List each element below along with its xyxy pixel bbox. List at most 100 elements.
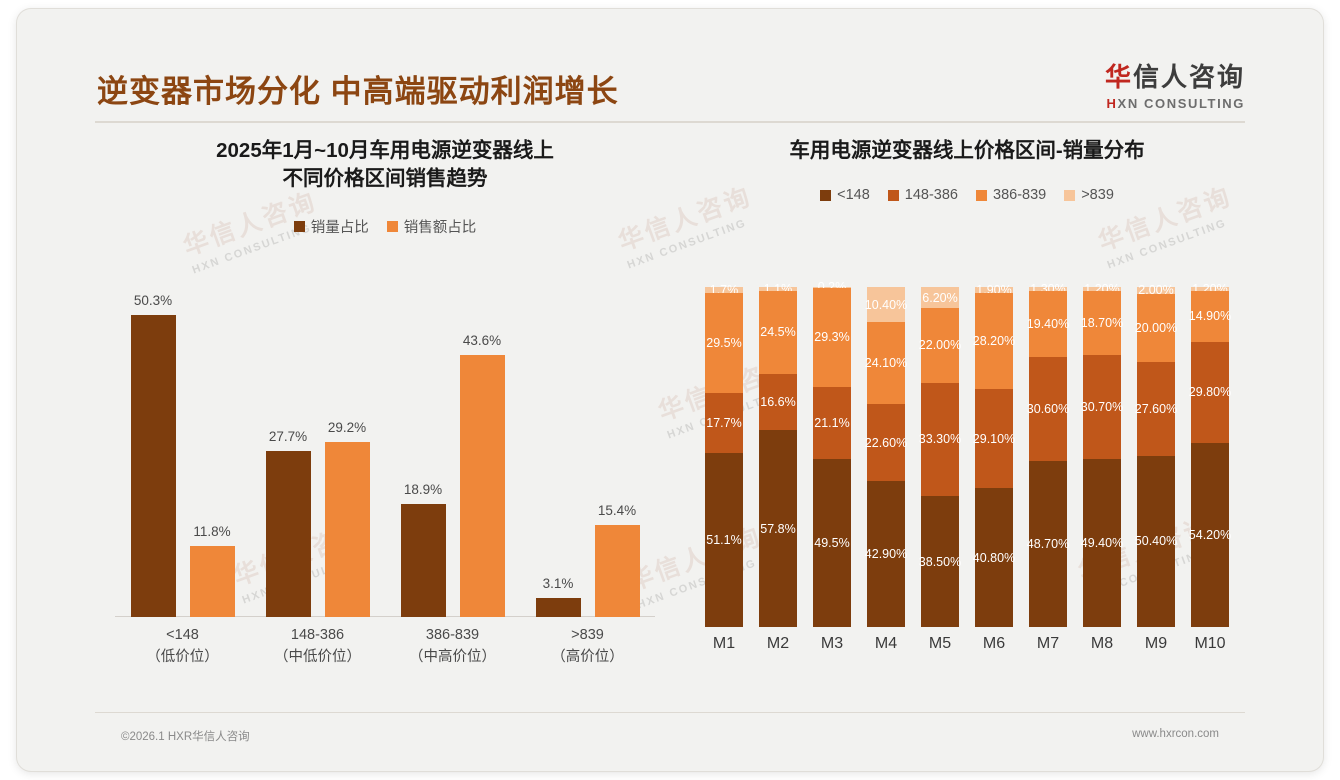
stack-segment[interactable]: 30.60% xyxy=(1026,357,1070,462)
bar-sales-volume[interactable]: 50.3% xyxy=(130,293,176,617)
stacked-bar[interactable]: 6.20% 22.00% 33.30% 38.50% xyxy=(918,287,962,627)
stack-segment[interactable]: 20.00% xyxy=(1134,293,1178,362)
stacked-bar[interactable]: 0.2%29.3%21.1%49.5% xyxy=(813,280,851,627)
legend-swatch xyxy=(820,189,832,201)
legend-swatch xyxy=(976,189,987,201)
category-label-range: >839 xyxy=(571,627,604,643)
stack-segment[interactable]: 38.50% xyxy=(918,496,962,627)
bar-value-label: 50.3% xyxy=(133,293,173,309)
stack-segment[interactable]: 17.7% xyxy=(705,393,743,454)
legend-item[interactable]: <148 xyxy=(820,187,870,203)
bar-sales-amount[interactable]: 15.4% xyxy=(594,503,640,617)
stack-segment[interactable]: 28.20% xyxy=(973,293,1015,390)
month-label: M9 xyxy=(1144,635,1168,652)
stack-segment-label: 20.00% xyxy=(1134,320,1178,335)
bar-value-label: 27.7% xyxy=(268,428,308,444)
bar-sales-amount[interactable]: 11.8% xyxy=(189,524,235,617)
stack-segment[interactable]: 29.5% xyxy=(705,292,743,394)
stack-segment[interactable]: 50.40% xyxy=(1134,455,1178,627)
left-chart-legend: 销量占比 销售额占比 xyxy=(95,216,675,237)
stacked-bar[interactable]: 1.30% 19.40% 30.60% 48.70% xyxy=(1026,282,1070,627)
legend-item[interactable]: 销量占比 xyxy=(293,216,369,237)
chart-panel-left: 2025年1月~10月车用电源逆变器线上 不同价格区间销售趋势 销量占比 销售额… xyxy=(95,137,675,692)
stack-segment-label: 38.50% xyxy=(918,554,962,569)
stack-segment[interactable]: 22.00% xyxy=(919,308,961,383)
left-chart-title-line2: 不同价格区间销售趋势 xyxy=(282,167,488,191)
stack-segment[interactable]: 33.30% xyxy=(918,382,962,497)
bar-fill xyxy=(400,503,446,617)
legend-item[interactable]: 386-839 xyxy=(976,187,1046,203)
month-label: M5 xyxy=(928,635,952,652)
legend-item[interactable]: 销售额占比 xyxy=(386,216,476,237)
stack-segment-label: 50.40% xyxy=(1134,534,1178,549)
stack-segment-label: 29.10% xyxy=(972,431,1016,446)
category-label: <148 （低价位） xyxy=(115,624,250,669)
brand-logo: 华信人咨询 HXN CONSULTING xyxy=(1105,64,1245,111)
stack-segment[interactable]: 24.10% xyxy=(865,322,907,405)
stack-segment[interactable]: 10.40% xyxy=(865,287,907,323)
stack-segment[interactable]: 40.80% xyxy=(973,488,1015,627)
stack-segment[interactable]: 24.5% xyxy=(759,290,797,375)
stacked-bar[interactable]: 1.1% 24.5% 16.6% 57.8% xyxy=(759,282,797,627)
stacked-bar[interactable]: 1.20% 18.70% 30.70% 49.40% xyxy=(1081,282,1123,627)
stack-segment[interactable]: 19.40% xyxy=(1027,291,1069,358)
bar-fill xyxy=(459,355,505,617)
stack-segment[interactable]: 27.60% xyxy=(1135,361,1177,456)
bar-fill xyxy=(594,524,640,617)
stack-segment[interactable]: 54.20% xyxy=(1189,442,1231,627)
stack-segment-label: 17.7% xyxy=(706,416,742,431)
stack-segment[interactable]: 21.1% xyxy=(813,387,851,459)
bar-group: 50.3% 11.8% xyxy=(115,287,250,617)
bar-sales-volume[interactable]: 3.1% xyxy=(535,576,581,617)
legend-label: >839 xyxy=(1081,187,1114,204)
bar-fill xyxy=(265,450,311,617)
stacked-bar[interactable]: 1.7% 29.5% 17.7% 51.1% xyxy=(705,283,743,627)
stack-segment[interactable]: 14.90% xyxy=(1189,291,1231,342)
stack-segment[interactable]: 18.70% xyxy=(1081,291,1123,355)
stack-segment-label: 30.60% xyxy=(1026,402,1070,417)
legend-swatch xyxy=(293,220,305,232)
stack-segment[interactable]: 30.70% xyxy=(1081,354,1123,460)
bar-group: 18.9% 43.6% xyxy=(385,287,520,617)
stack-segment[interactable]: 57.8% xyxy=(759,430,797,627)
category-label-range: 386-839 xyxy=(425,627,480,643)
stack-segment[interactable]: 29.80% xyxy=(1189,341,1231,443)
stack-segment[interactable]: 2.00% xyxy=(1137,283,1175,297)
month-label: M4 xyxy=(874,635,898,652)
stack-segment[interactable]: 48.70% xyxy=(1027,461,1069,627)
legend-item[interactable]: >839 xyxy=(1064,187,1114,203)
stack-segment-label: 33.30% xyxy=(918,432,962,447)
stacked-bar[interactable]: 1.90% 28.20% 29.10% 40.80% xyxy=(972,283,1016,627)
stack-segment[interactable]: 49.5% xyxy=(813,458,851,627)
stacked-bar[interactable]: 1.20% 14.90% 29.80% 54.20% xyxy=(1189,282,1231,627)
stack-segment-label: 57.8% xyxy=(760,521,796,536)
stack-segment[interactable]: 49.40% xyxy=(1081,459,1123,627)
stack-segment[interactable]: 29.10% xyxy=(972,389,1016,489)
bar-sales-amount[interactable]: 29.2% xyxy=(324,420,370,617)
bar-group: 27.7% 29.2% xyxy=(250,287,385,617)
stack-segment-label: 42.90% xyxy=(864,547,908,562)
bar-fill xyxy=(189,546,235,617)
stack-segment-label: 6.20% xyxy=(922,290,958,305)
stack-segment[interactable]: 51.1% xyxy=(705,453,743,627)
bar-sales-amount[interactable]: 43.6% xyxy=(459,333,505,617)
stacked-bar[interactable]: 2.00% 20.00% 27.60% 50.40% xyxy=(1134,283,1178,627)
month-label: M1 xyxy=(712,635,736,652)
category-axis-labels: <148 （低价位） 148-386 （中低价位） 386-839 （中高价位） >839 （… xyxy=(115,624,655,684)
stacked-bar-plot: 1.7%29.5%17.7%51.1%1.1%24.5%16.6%57.8%0.… xyxy=(697,280,1237,627)
stack-segment[interactable]: 29.3% xyxy=(813,287,851,388)
stack-segment[interactable]: 16.6% xyxy=(759,374,797,431)
bar-value-label: 11.8% xyxy=(193,524,231,540)
stack-segment[interactable]: 42.90% xyxy=(864,481,908,627)
stacked-bar[interactable]: 10.40% 24.10% 22.60% 42.90% xyxy=(864,287,908,627)
stack-segment[interactable]: 22.60% xyxy=(865,404,907,482)
legend-item[interactable]: 148-386 xyxy=(887,187,958,203)
stack-segment[interactable]: 6.20% xyxy=(921,287,959,309)
footer-website[interactable]: www.hxrcon.com xyxy=(1132,728,1219,740)
bar-fill xyxy=(130,315,176,617)
bar-sales-volume[interactable]: 27.7% xyxy=(265,429,311,617)
bar-sales-volume[interactable]: 18.9% xyxy=(400,482,446,617)
bar-fill xyxy=(324,441,370,617)
stack-segment-label: 29.3% xyxy=(814,330,850,345)
right-chart-title: 车用电源逆变器线上价格区间-销量分布 xyxy=(789,139,1145,162)
